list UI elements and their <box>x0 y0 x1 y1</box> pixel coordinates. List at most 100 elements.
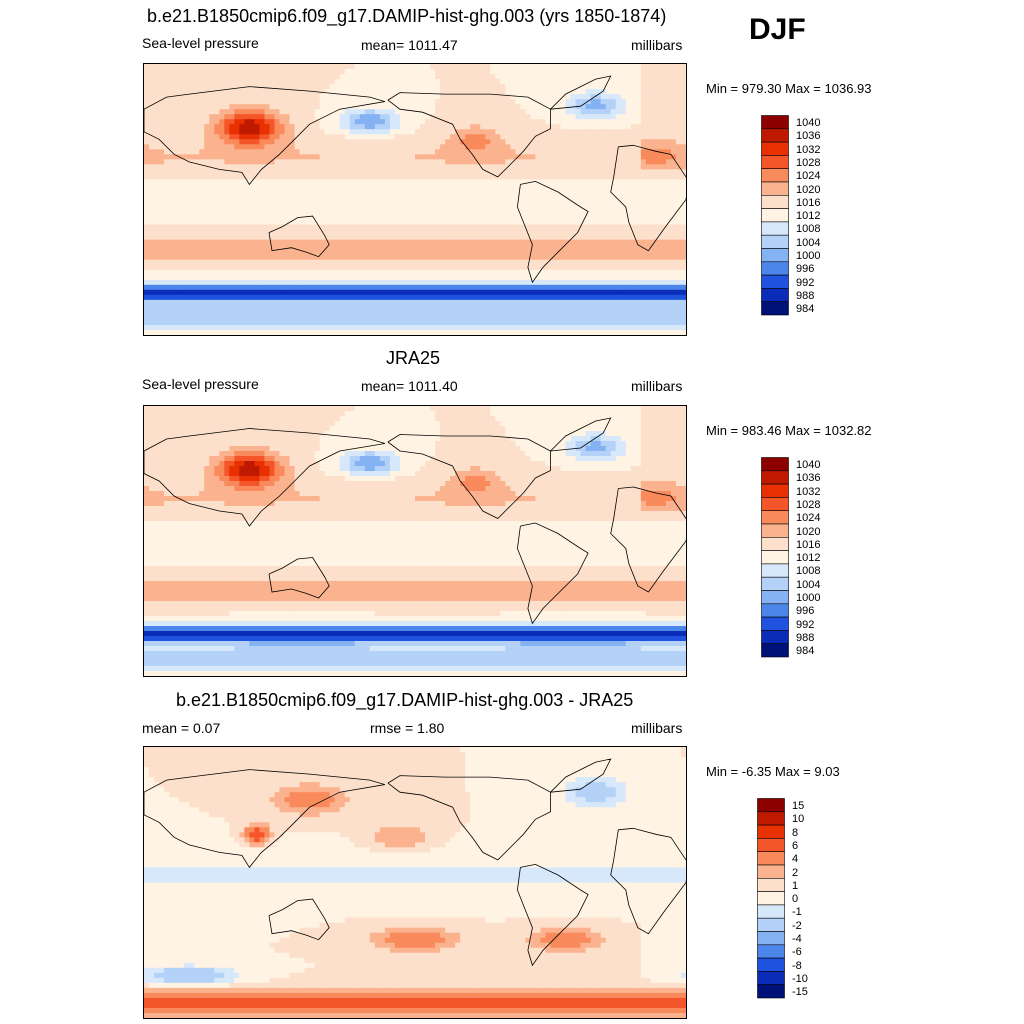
map-cell <box>465 199 471 206</box>
map-cell <box>404 119 411 125</box>
map-cell <box>404 114 411 120</box>
map-cell <box>680 254 686 261</box>
map-cell <box>354 279 361 286</box>
map-cell <box>274 109 281 115</box>
map-cell <box>545 269 552 276</box>
map-cell <box>615 194 622 201</box>
map-cell <box>194 259 200 266</box>
map-cell <box>289 194 296 201</box>
map-cell <box>650 144 657 150</box>
map-cell <box>510 269 516 276</box>
map-cell <box>399 239 406 246</box>
map-cell <box>530 199 537 206</box>
map-cell <box>470 224 476 231</box>
map-cell <box>314 204 321 211</box>
map-cell <box>149 169 155 176</box>
map-cell <box>465 274 471 281</box>
map-cell <box>294 264 301 271</box>
map-cell <box>570 239 577 246</box>
map-cell <box>660 129 667 135</box>
map-cell <box>154 274 160 281</box>
map-cell <box>354 184 361 191</box>
map-cell <box>279 139 286 145</box>
map-cell <box>530 64 537 70</box>
map-cell <box>610 199 617 206</box>
map-cell <box>470 184 476 191</box>
map-cell <box>505 119 511 125</box>
map-cell <box>269 189 276 196</box>
map-cell <box>284 184 291 191</box>
map-cell <box>625 184 632 191</box>
map-cell <box>530 194 537 201</box>
map-cell <box>470 289 476 296</box>
map-cell <box>490 199 496 206</box>
map-cell <box>505 149 511 155</box>
map-cell <box>234 144 240 150</box>
map-cell <box>615 124 622 130</box>
map-cell <box>630 169 637 176</box>
map-cell <box>369 144 376 150</box>
map-cell <box>164 264 170 271</box>
map-cell <box>525 209 532 216</box>
map-cell <box>545 104 552 110</box>
map-cell <box>224 109 230 115</box>
map-cell <box>169 154 175 160</box>
map-cell <box>635 179 642 186</box>
map-cell <box>149 124 155 130</box>
map-cell <box>394 179 401 186</box>
map-cell <box>565 169 572 176</box>
map-cell <box>575 219 582 226</box>
map-cell <box>605 219 612 226</box>
map-cell <box>630 284 637 291</box>
map-cell <box>259 219 266 226</box>
map-cell <box>229 79 235 85</box>
map-cell <box>324 274 331 281</box>
map-cell <box>349 159 356 165</box>
map-cell <box>455 274 461 281</box>
map-cell <box>650 214 657 221</box>
map-cell <box>264 219 271 226</box>
map-cell <box>670 149 677 155</box>
map-cell <box>209 114 215 120</box>
map-cell <box>425 174 431 181</box>
map-cell <box>144 294 150 301</box>
map-cell <box>364 194 371 201</box>
map-cell <box>314 174 321 181</box>
map-cell <box>274 239 281 246</box>
map-cell <box>359 69 366 75</box>
map-cell <box>485 139 491 145</box>
map-cell <box>515 174 521 181</box>
map-cell <box>445 69 451 75</box>
map-cell <box>445 114 451 120</box>
map-cell <box>364 104 371 110</box>
map-cell <box>535 234 542 241</box>
map-cell <box>149 184 155 191</box>
map-cell <box>555 159 562 165</box>
map-cell <box>149 229 155 236</box>
map-cell <box>324 264 331 271</box>
map-cell <box>359 114 366 120</box>
map-cell <box>535 269 542 276</box>
map-cell <box>249 114 256 120</box>
map-cell <box>254 239 261 246</box>
map-cell <box>560 209 567 216</box>
map-cell <box>550 269 557 276</box>
map-cell <box>490 279 496 286</box>
map-cell <box>294 174 301 181</box>
map-cell <box>359 189 366 196</box>
map-cell <box>585 239 592 246</box>
map-cell <box>339 104 346 110</box>
map-cell <box>269 79 276 85</box>
map-cell <box>540 204 547 211</box>
map-cell <box>199 259 205 266</box>
map-cell <box>369 89 376 95</box>
map-cell <box>545 249 552 256</box>
map-cell <box>595 199 602 206</box>
map-cell <box>455 244 461 251</box>
map-cell <box>384 124 391 130</box>
map-cell <box>269 289 276 296</box>
map-cell <box>314 104 321 110</box>
map-cell <box>379 114 386 120</box>
map-cell <box>505 284 511 291</box>
map-cell <box>149 129 155 135</box>
